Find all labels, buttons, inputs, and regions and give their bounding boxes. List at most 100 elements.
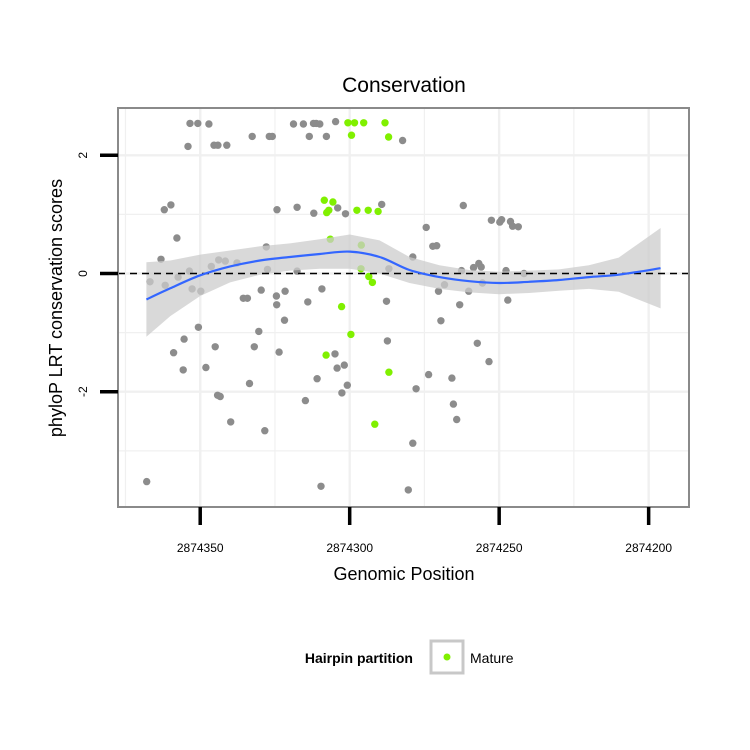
confidence-ribbon [146, 228, 661, 337]
data-point-other [272, 292, 281, 300]
data-point-mature [365, 272, 373, 281]
data-point-other [382, 297, 391, 305]
data-point-other [378, 200, 386, 209]
data-point-other [331, 350, 339, 358]
data-point-other [245, 379, 254, 388]
data-point-other [449, 400, 458, 408]
data-point-other [268, 132, 276, 141]
data-point-mature [347, 330, 355, 339]
data-point-other [318, 285, 326, 293]
data-point-other [173, 234, 181, 242]
data-point-other [179, 366, 187, 374]
data-point-other [437, 317, 445, 325]
data-point-other [485, 357, 493, 366]
data-point-other [453, 415, 461, 424]
data-point-other [211, 343, 219, 351]
data-point-mature [320, 196, 328, 204]
data-point-other [487, 216, 496, 224]
data-point-other [194, 323, 203, 331]
data-point-mature [360, 119, 368, 127]
data-point-other [281, 287, 289, 295]
x-tick-label: 2874200 [625, 541, 672, 555]
data-point-other [305, 132, 313, 141]
plot-area [117, 107, 690, 508]
data-point-other [398, 136, 407, 145]
x-axis-title: Genomic Position [333, 564, 474, 584]
data-point-other [504, 296, 512, 304]
data-point-other [424, 370, 433, 379]
data-point-other [289, 120, 298, 128]
data-point-mature [371, 420, 379, 428]
data-point-other [169, 349, 178, 357]
data-point-other [412, 385, 420, 393]
data-point-other [508, 222, 517, 230]
data-point-other [422, 223, 430, 232]
data-point-mature [323, 208, 331, 217]
data-point-mature [353, 206, 361, 214]
data-point-mature [364, 206, 372, 214]
data-point-other [250, 343, 258, 351]
data-point-other [434, 287, 443, 295]
data-point-other [223, 141, 231, 149]
x-tick-label: 2874250 [476, 541, 523, 555]
data-point-other [316, 120, 324, 128]
data-point-other [459, 201, 467, 210]
data-point-other [202, 363, 210, 372]
data-point-other [473, 339, 481, 347]
data-point-other [497, 216, 506, 224]
data-point-other [448, 374, 456, 382]
y-tick-label: -2 [76, 386, 90, 397]
data-point-mature [337, 302, 346, 311]
data-point-mature [374, 207, 382, 216]
data-point-other [248, 132, 256, 141]
legend-title: Hairpin partition [305, 650, 413, 666]
data-point-other [167, 201, 175, 209]
data-point-other [160, 206, 168, 214]
smooth-trend-line [145, 250, 661, 301]
data-point-other [275, 348, 283, 356]
data-point-other [280, 316, 289, 324]
data-point-other [343, 381, 351, 389]
data-point-other [257, 286, 265, 294]
data-point-other [383, 337, 392, 345]
data-point-other [180, 335, 188, 343]
data-point-other [214, 141, 222, 149]
panel-border [117, 107, 690, 508]
data-point-other [317, 482, 325, 490]
legend-label-mature: Mature [470, 650, 514, 666]
data-point-other [477, 263, 485, 271]
data-point-mature [381, 119, 389, 127]
data-point-other [255, 327, 263, 336]
data-point-other [273, 301, 281, 309]
data-point-mature [344, 119, 352, 127]
data-point-mature [385, 368, 393, 376]
data-point-other [469, 263, 478, 272]
x-axis: 2874350 2874300 2874250 2874200 [177, 507, 672, 555]
data-point-other [404, 486, 412, 494]
data-point-other [216, 392, 224, 401]
data-point-other [341, 210, 350, 218]
x-tick-label: 2874350 [177, 541, 224, 555]
data-point-other [227, 418, 235, 426]
data-point-mature [350, 119, 359, 127]
y-tick-label: 0 [76, 270, 90, 277]
data-point-other [331, 117, 340, 126]
data-point-other [299, 120, 308, 128]
data-point-other [273, 206, 281, 214]
data-point-other [243, 294, 252, 302]
data-point-other [205, 120, 213, 128]
data-point-other [186, 119, 194, 128]
data-point-other [143, 477, 151, 486]
data-point-other [184, 142, 192, 151]
legend: Hairpin partition Mature [305, 639, 514, 675]
data-point-other [514, 223, 522, 231]
chart-title: Conservation [342, 74, 466, 97]
data-point-mature [384, 133, 393, 141]
data-point-other [333, 364, 341, 372]
data-point-other [456, 301, 464, 309]
data-point-mature [329, 198, 337, 206]
data-point-other [322, 132, 331, 141]
data-point-other [433, 242, 441, 250]
data-point-other [310, 209, 318, 217]
y-axis-title: phyloP LRT conservation scores [46, 179, 66, 437]
